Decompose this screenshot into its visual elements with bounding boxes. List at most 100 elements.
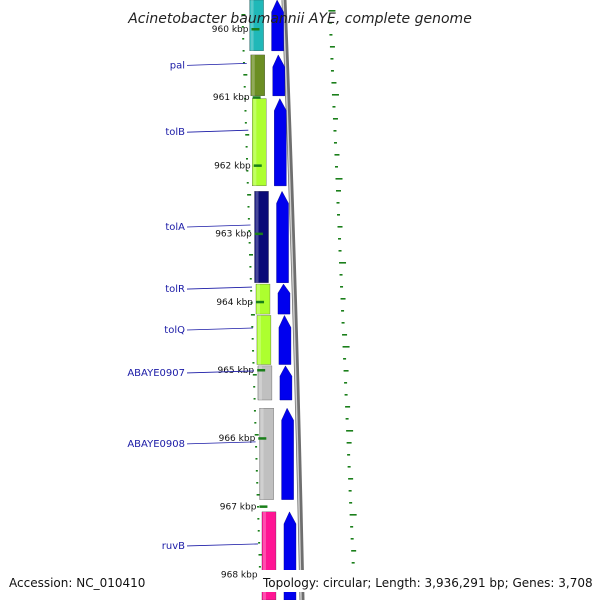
gene-label-leader [186,370,254,374]
inner-track-mark [256,494,261,496]
inner-track-mark [245,146,248,148]
gc-skew-mark [337,214,341,216]
inner-track-mark [252,374,257,376]
inner-track-mark [243,74,248,76]
gene-feature-box [254,191,269,283]
gc-skew-mark [343,370,349,372]
backbone-ring [281,0,305,600]
gene-feature-shade [257,315,261,365]
inner-track-mark [241,14,246,16]
cds-arrow [272,54,285,97]
gc-skew-mark [341,310,345,312]
gene-label: tolR [165,284,185,295]
gc-skew-mark [349,502,353,504]
inner-track-mark [244,122,247,124]
accession-bg [4,570,154,592]
inner-track-mark [257,530,260,532]
backbone-ring-highlight [282,0,302,600]
cds-arrow [271,0,284,52]
gc-skew-mark [331,82,337,84]
gene-label-leader [186,441,256,445]
gene-label: tolB [165,127,185,138]
gc-skew-mark [346,430,354,432]
inner-track-mark [248,242,251,244]
gc-skew-mark [348,490,352,492]
gene-feature-shade [255,191,259,283]
inner-track-mark [250,302,253,304]
inner-track-mark [242,38,245,40]
kbp-tick-label: 966 kbp [219,434,256,444]
gene-label: tolQ [164,325,185,336]
inner-track-mark [252,362,255,364]
gc-skew-mark [333,142,337,144]
kbp-tick-mark [251,28,260,31]
kbp-tick-label: 967 kbp [220,502,257,512]
inner-track-mark [255,470,258,472]
inner-track-mark [256,506,259,508]
gene-label: ABAYE0907 [127,368,185,379]
gene-label: pal [170,60,185,71]
gc-skew-mark [345,418,349,420]
inner-track-mark [255,458,258,460]
inner-track-mark [243,86,246,88]
gc-skew-mark [334,154,340,156]
cds-arrow [279,365,293,401]
cds-arrow [277,283,291,315]
gc-skew-mark [332,118,338,120]
gc-skew-mark [332,106,336,108]
gene-feature-shade [250,0,254,51]
gene-label: tolA [165,222,185,233]
kbp-tick-mark [253,164,262,167]
gc-skew-mark [336,202,340,204]
gene-feature-shade [258,365,262,401]
gc-skew-mark [328,22,332,24]
kbp-tick-label: 960 kbp [212,25,249,35]
kbp-tick-label: 961 kbp [213,93,250,103]
genes-layer [249,0,297,600]
inner-track-mark [253,410,256,412]
gc-skew-mark [351,550,357,552]
gene-label-leader [186,224,251,228]
gc-skew-mark [349,514,357,516]
gc-skew-mark [351,562,355,564]
inner-track-mark [255,446,258,448]
inner-track-mark [244,110,247,112]
inner-track-mark [251,338,254,340]
inner-track-mark [249,278,252,280]
kbp-tick-mark [259,505,268,508]
gene-feature-shade [260,408,264,500]
gene-feature-shade [256,284,260,315]
gc-skew-mark [333,130,337,132]
gc-skew-mark [339,274,343,276]
gene-label-leader [186,327,253,331]
inner-track-mark [258,566,261,568]
gc-skew-mark [338,238,342,240]
gc-skew-mark [330,58,334,60]
topology-text: Topology: circular; Length: 3,936,291 bp… [262,576,593,590]
gc-skew-mark [344,394,348,396]
inner-track-mark [248,230,251,232]
gc-skew-mark [330,70,334,72]
inner-track-mark [247,206,250,208]
gc-skew-mark [337,226,343,228]
kbp-tick-mark [258,437,267,440]
gene-feature-shade [253,98,257,186]
gc-skew-mark [347,454,351,456]
kbp-tick-mark [256,300,265,304]
inner-track-mark [258,542,261,544]
gc-skew-mark [340,298,346,300]
inner-track-mark [244,98,247,100]
kbp-tick-mark [254,232,263,236]
inner-track-mark [242,50,245,52]
cds-arrow [276,190,289,283]
inner-track-mark [253,398,256,400]
gc-skew-mark [334,166,338,168]
gc-skew-mark [331,94,339,96]
inner-track-mark [250,290,253,292]
gc-skew-mark [336,190,341,192]
gene-feature-box [255,283,271,315]
kbp-tick-label: 968 kbp [221,571,258,581]
gc-skew-mark [328,10,336,12]
gene-label-leader [186,543,258,547]
gene-feature-shade [262,511,266,600]
